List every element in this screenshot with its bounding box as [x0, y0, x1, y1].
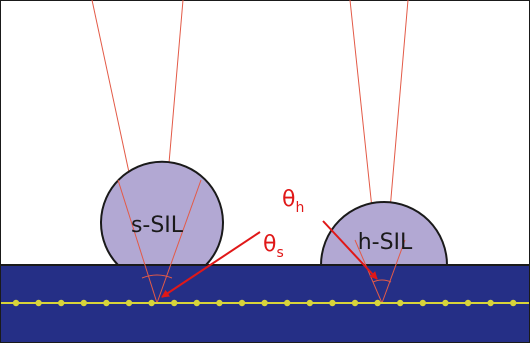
- theta-s-symbol: θ: [263, 232, 276, 257]
- imaging-layer-dot: [171, 299, 178, 307]
- imaging-layer-dot: [216, 299, 223, 307]
- theta-h-arc: [372, 279, 392, 283]
- imaging-layer-dot: [510, 299, 517, 307]
- imaging-layer-dot: [329, 299, 336, 307]
- imaging-layer: [1, 299, 529, 307]
- imaging-layer-dot: [306, 299, 313, 307]
- imaging-layer-dot: [103, 299, 110, 307]
- imaging-layer-dot: [238, 299, 246, 307]
- s-sil-ray-inner-right: [156, 179, 202, 304]
- s-sil-lens: [100, 160, 224, 266]
- theta-h-symbol: θ: [282, 187, 295, 212]
- h-sil-ray-inner-left: [354, 239, 383, 304]
- h-sil-label: h-SIL: [358, 230, 413, 255]
- imaging-layer-dot: [80, 299, 88, 307]
- s-sil-ray-inner-left: [117, 179, 158, 304]
- theta-h-label: θh: [282, 187, 304, 216]
- imaging-layer-dot: [35, 299, 42, 307]
- imaging-layer-dot: [374, 299, 381, 307]
- imaging-layer-dots: [12, 299, 517, 307]
- h-sil-ray-inner-right: [381, 239, 406, 304]
- imaging-layer-dot: [261, 299, 268, 307]
- s-sil-label: s-SIL: [131, 213, 184, 238]
- theta-h-subscript: h: [295, 200, 304, 216]
- imaging-layer-dot: [442, 299, 449, 307]
- imaging-layer-dot: [193, 299, 200, 307]
- imaging-layer-dot: [419, 299, 426, 307]
- imaging-layer-dot: [397, 299, 404, 307]
- theta-h-arrow: [322, 220, 378, 280]
- theta-s-subscript: s: [276, 245, 283, 261]
- imaging-layer-dot: [12, 299, 20, 307]
- imaging-layer-dot: [487, 299, 494, 307]
- imaging-layer-dot: [464, 299, 472, 307]
- theta-s-arc: [141, 274, 173, 279]
- theta-s-arrow: [161, 231, 261, 298]
- imaging-layer-dot: [284, 299, 291, 307]
- imaging-layer-dot: [58, 299, 65, 307]
- theta-s-label: θs: [263, 232, 284, 261]
- imaging-layer-dot: [125, 299, 133, 307]
- h-sil-lens: [319, 201, 449, 266]
- imaging-layer-dot: [351, 299, 359, 307]
- imaging-layer-dot: [148, 299, 155, 307]
